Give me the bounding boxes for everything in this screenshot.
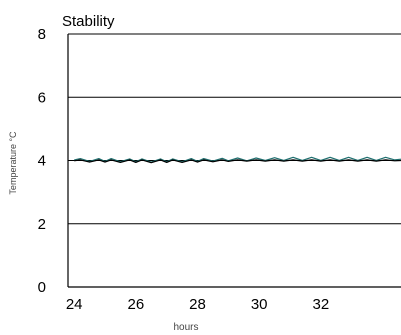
y-tick-label-0: 0 [38, 279, 46, 296]
x-tick-labels: 24 26 28 30 32 [66, 296, 329, 313]
x-tick-label-24: 24 [66, 296, 83, 313]
y-tick-label-6: 6 [38, 89, 46, 106]
x-tick-label-26: 26 [127, 296, 144, 313]
series-group [74, 156, 401, 164]
y-tick-labels: 0 2 4 6 8 [38, 26, 46, 296]
axes [67, 34, 401, 288]
x-tick-label-32: 32 [312, 296, 329, 313]
series-line-2 [74, 159, 401, 164]
series-line-1 [74, 156, 401, 163]
y-tick-label-2: 2 [38, 216, 46, 233]
y-tick-label-4: 4 [38, 153, 46, 170]
chart-title: Stability [62, 13, 115, 30]
x-tick-label-30: 30 [251, 296, 268, 313]
x-axis-label: hours [173, 322, 198, 333]
y-tick-label-8: 8 [38, 26, 46, 43]
grid [68, 33, 401, 225]
x-tick-label-28: 28 [189, 296, 206, 313]
y-axis-label: Temperature °C [8, 131, 18, 195]
